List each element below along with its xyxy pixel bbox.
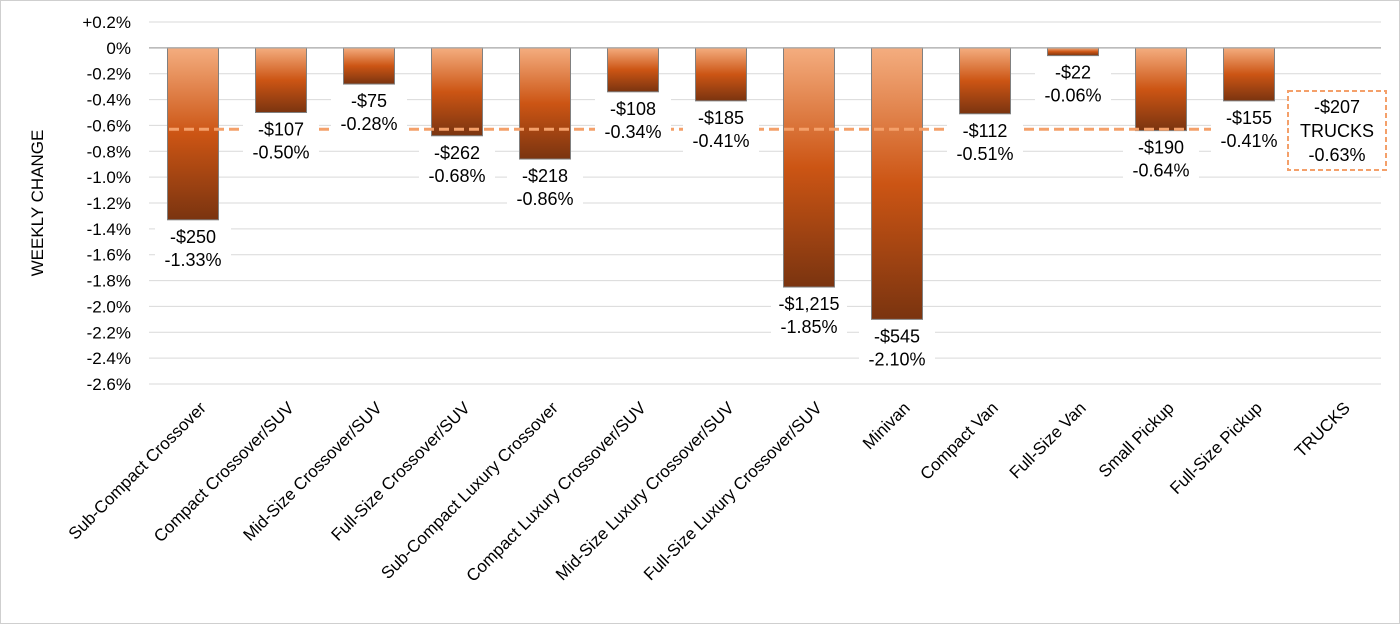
y-tick-label: -1.8% (87, 272, 131, 291)
bar (255, 47, 307, 114)
y-tick-label: -1.2% (87, 194, 131, 213)
y-tick-label: -0.6% (87, 116, 131, 135)
dollar-label: -$190 (1138, 138, 1184, 158)
data-label-background (947, 117, 1023, 166)
dollar-label: -$22 (1055, 63, 1091, 83)
y-tick-label: -1.0% (87, 168, 131, 187)
data-label-background (155, 223, 231, 272)
y-axis-ticks: +0.2% 0% -0.2% -0.4% -0.6% -0.8% -1.0% -1.2% -1.… (82, 13, 131, 394)
data-label-background (771, 291, 847, 340)
bar (343, 47, 395, 85)
data-label-background (1211, 104, 1287, 153)
x-category-label: Mid-Size Luxury Crossover/SUV (552, 398, 738, 584)
grid-lines (149, 21, 1381, 385)
reference-percent-label: -0.63% (1308, 145, 1365, 165)
data-label-background (243, 116, 319, 165)
dollar-label: -$155 (1226, 108, 1272, 128)
percent-label: -0.68% (428, 166, 485, 186)
bar (1047, 47, 1099, 57)
bar (431, 47, 483, 137)
percent-label: -0.06% (1044, 86, 1101, 106)
bar (167, 47, 219, 221)
y-tick-label: -1.4% (87, 220, 131, 239)
x-category-label: Full-Size Van (1006, 398, 1090, 482)
bar (519, 47, 571, 160)
y-tick-label: -0.8% (87, 142, 131, 161)
dollar-label: -$108 (610, 99, 656, 119)
y-tick-label: -2.2% (87, 323, 131, 342)
percent-label: -0.51% (956, 144, 1013, 164)
x-category-label: Full-Size Luxury Crossover/SUV (640, 398, 826, 584)
y-tick-label: -1.6% (87, 246, 131, 265)
data-label-background (507, 163, 583, 212)
bar (1223, 47, 1275, 102)
y-tick-label: -0.4% (87, 91, 131, 110)
bar (783, 47, 835, 288)
x-category-label: Sub-Compact Crossover (65, 398, 210, 543)
percent-label: -2.10% (868, 349, 925, 369)
data-labels: -$250 -1.33% -$107 -0.50% -$75 -0.28% -$262 -0.… (155, 59, 1387, 372)
y-tick-label: -2.6% (87, 375, 131, 394)
reference-callout-box (1287, 90, 1387, 171)
percent-label: -0.41% (1220, 131, 1277, 151)
dollar-label: -$75 (351, 91, 387, 111)
data-label-background (331, 88, 407, 137)
x-category-label: TRUCKS (1291, 398, 1354, 461)
dollar-label: -$185 (698, 108, 744, 128)
y-tick-label: +0.2% (82, 13, 131, 32)
x-category-label: Sub-Compact Luxury Crossover (377, 398, 562, 583)
dollar-label: -$262 (434, 143, 480, 163)
dollar-label: -$545 (874, 326, 920, 346)
dollar-label: -$112 (963, 121, 1008, 141)
percent-label: -0.64% (1132, 161, 1189, 181)
y-tick-label: -2.0% (87, 297, 131, 316)
reference-name-label: TRUCKS (1300, 121, 1374, 141)
dollar-label: -$107 (258, 120, 304, 140)
dollar-label: -$250 (170, 227, 216, 247)
percent-label: -1.33% (164, 250, 221, 270)
percent-label: -0.41% (692, 131, 749, 151)
x-category-label: Compact Van (916, 398, 1001, 483)
y-tick-label: 0% (106, 39, 131, 58)
data-label-background (1123, 134, 1199, 183)
x-category-label: Small Pickup (1095, 398, 1178, 481)
reference-dollar-label: -$207 (1314, 97, 1360, 117)
data-label-background (683, 104, 759, 153)
dollar-label: -$1,215 (778, 294, 839, 314)
y-tick-label: -0.2% (87, 65, 131, 84)
y-axis-title: WEEKLY CHANGE (28, 130, 47, 277)
bars (167, 47, 1275, 320)
dollar-label: -$218 (522, 166, 568, 186)
bar (607, 47, 659, 93)
data-label-background (595, 95, 671, 144)
percent-label: -1.85% (780, 317, 837, 337)
y-tick-label: -2.4% (87, 349, 131, 368)
x-category-label: Full-Size Pickup (1166, 398, 1266, 498)
bar (959, 47, 1011, 115)
data-label-background (419, 139, 495, 188)
bar (695, 47, 747, 102)
x-category-label: Compact Luxury Crossover/SUV (463, 398, 651, 586)
bar (871, 47, 923, 320)
percent-label: -0.34% (604, 122, 661, 142)
x-category-label: Compact Crossover/SUV (150, 398, 298, 546)
x-category-label: Minivan (859, 398, 914, 453)
percent-label: -0.28% (340, 114, 397, 134)
data-label-background (859, 323, 935, 372)
percent-label: -0.86% (516, 189, 573, 209)
data-label-background (1035, 59, 1111, 108)
percent-label: -0.50% (252, 143, 309, 163)
bar (1135, 47, 1187, 132)
